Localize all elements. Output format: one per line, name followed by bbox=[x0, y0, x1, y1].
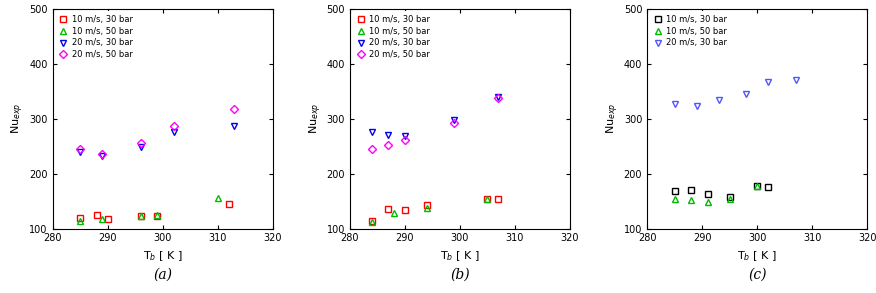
Legend: 10 m/s, 30 bar, 10 m/s, 50 bar, 20 m/s, 30 bar: 10 m/s, 30 bar, 10 m/s, 50 bar, 20 m/s, … bbox=[650, 11, 731, 51]
X-axis label: T$_b$ [ K ]: T$_b$ [ K ] bbox=[440, 249, 480, 263]
Text: (a): (a) bbox=[153, 268, 173, 282]
Text: (c): (c) bbox=[748, 268, 766, 282]
Legend: 10 m/s, 30 bar, 10 m/s, 50 bar, 20 m/s, 30 bar, 20 m/s, 50 bar: 10 m/s, 30 bar, 10 m/s, 50 bar, 20 m/s, … bbox=[352, 11, 434, 63]
Y-axis label: Nu$_{exp}$: Nu$_{exp}$ bbox=[604, 103, 621, 134]
Y-axis label: Nu$_{exp}$: Nu$_{exp}$ bbox=[307, 103, 323, 134]
Text: (b): (b) bbox=[450, 268, 470, 282]
X-axis label: T$_b$ [ K ]: T$_b$ [ K ] bbox=[738, 249, 777, 263]
Legend: 10 m/s, 30 bar, 10 m/s, 50 bar, 20 m/s, 30 bar, 20 m/s, 50 bar: 10 m/s, 30 bar, 10 m/s, 50 bar, 20 m/s, … bbox=[55, 11, 136, 63]
Y-axis label: Nu$_{exp}$: Nu$_{exp}$ bbox=[10, 103, 26, 134]
X-axis label: T$_b$ [ K ]: T$_b$ [ K ] bbox=[143, 249, 182, 263]
